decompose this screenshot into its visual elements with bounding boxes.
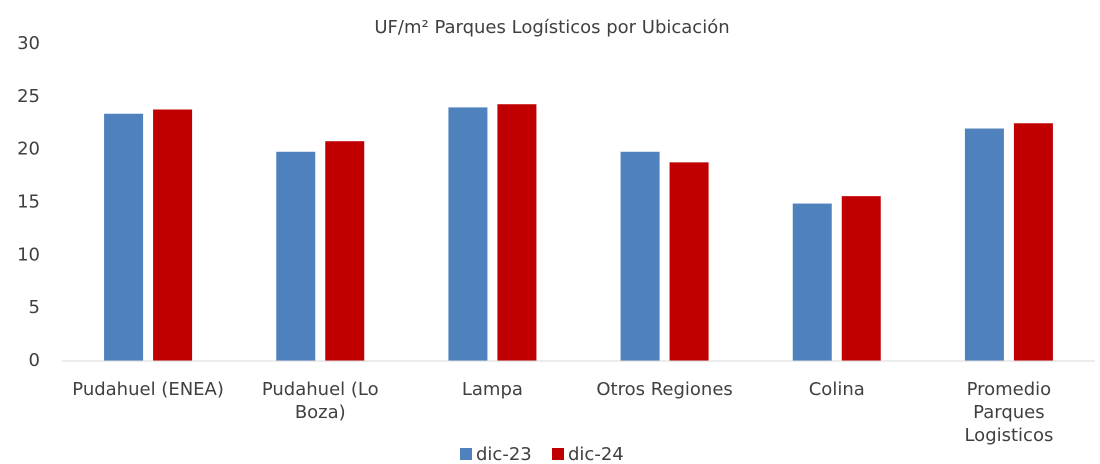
y-tick-label: 10 xyxy=(17,244,40,265)
chart-title: UF/m² Parques Logísticos por Ubicación xyxy=(374,17,729,38)
x-tick-label: Otros Regiones xyxy=(596,379,733,400)
y-tick-label: 20 xyxy=(17,139,40,160)
bar xyxy=(153,109,193,361)
bar xyxy=(1013,123,1053,361)
legend-swatch xyxy=(552,448,564,460)
x-tick-label: Pudahuel (ENEA) xyxy=(72,379,224,400)
bar xyxy=(325,141,365,361)
x-tick-label: Promedio Parques Logisticos xyxy=(964,379,1054,446)
y-tick-label: 30 xyxy=(17,33,40,54)
bar xyxy=(276,151,316,361)
y-tick-label: 15 xyxy=(17,192,40,213)
y-tick-label: 5 xyxy=(29,297,40,318)
y-tick-label: 0 xyxy=(29,350,40,371)
x-tick-label: Lampa xyxy=(461,379,523,400)
bar xyxy=(104,113,144,362)
bar xyxy=(669,162,709,361)
bar xyxy=(841,196,881,361)
bar xyxy=(964,128,1004,361)
legend-label: dic-24 xyxy=(568,444,624,464)
x-tick-label: Colina xyxy=(808,379,865,400)
bar xyxy=(792,203,832,361)
legend-swatch xyxy=(460,448,472,460)
legend-label: dic-23 xyxy=(476,444,532,464)
x-tick-label: Pudahuel (Lo Boza) xyxy=(261,379,379,423)
bar xyxy=(497,104,537,361)
bar xyxy=(620,151,660,361)
y-tick-label: 25 xyxy=(17,86,40,107)
bar xyxy=(448,107,488,362)
